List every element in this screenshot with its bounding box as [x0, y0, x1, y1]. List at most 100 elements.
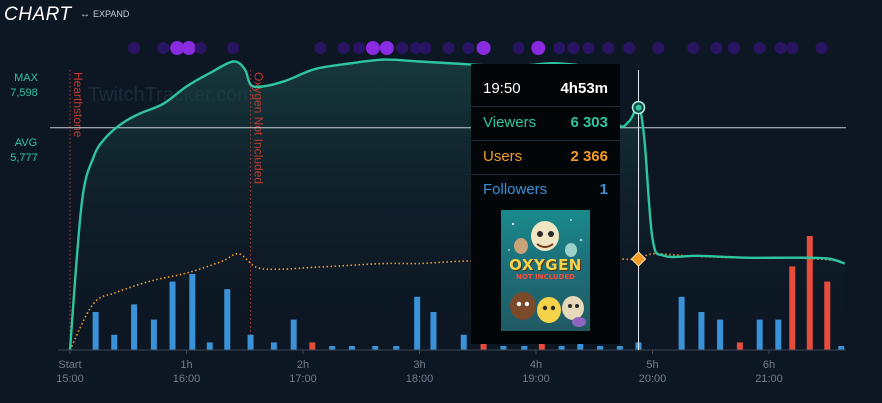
follower-bar	[775, 319, 782, 350]
x-time-tick: 21:00	[755, 373, 783, 385]
follower-bar	[838, 346, 845, 350]
follower-bar	[309, 342, 316, 350]
viewers-line	[68, 58, 846, 351]
x-time-tick: 20:00	[639, 373, 667, 385]
follower-bar	[558, 346, 565, 350]
follower-bar	[329, 346, 336, 350]
x-time-tick: 15:00	[56, 373, 84, 385]
tooltip-duration: 4h53m	[560, 80, 608, 97]
follower-bar	[597, 346, 604, 350]
follower-bar	[698, 312, 705, 350]
chat-activity-dot	[314, 42, 327, 54]
tooltip-followers-label: Followers	[483, 181, 548, 198]
follower-bar	[577, 342, 584, 350]
hover-tooltip: 19:50 4h53m Viewers 6 303 Users 2 366 Fo…	[471, 64, 620, 344]
chart-title: CHART	[4, 4, 72, 25]
chat-activity-dot	[623, 42, 636, 54]
chat-activity-dot	[194, 42, 207, 54]
max-value: 7,598	[10, 87, 38, 99]
x-duration-tick: 3h	[413, 359, 425, 371]
chat-activity-dot	[567, 42, 580, 54]
max-label: MAX	[14, 72, 39, 84]
avg-label: AVG	[15, 137, 37, 149]
chat-activity-dot	[531, 41, 546, 55]
follower-bar	[372, 346, 379, 350]
tooltip-followers-value: 1	[599, 181, 608, 198]
follower-bar	[224, 289, 231, 350]
x-duration-tick: 5h	[646, 359, 658, 371]
follower-bar	[736, 342, 743, 350]
horizontal-arrows-icon: ↔	[80, 9, 90, 20]
avg-value: 5,777	[10, 152, 38, 164]
chat-activity-dot	[815, 42, 828, 54]
x-duration-tick: Start	[58, 359, 81, 371]
chat-activity-dot	[476, 41, 491, 55]
follower-bar	[247, 334, 254, 350]
follower-bar	[756, 319, 763, 350]
follower-bar	[789, 266, 796, 350]
cover-title: OXYGEN	[509, 256, 582, 274]
tooltip-time-row: 19:50 4h53m	[483, 80, 608, 100]
follower-bar	[414, 296, 421, 350]
follower-bar	[460, 334, 467, 350]
chat-activity-dot	[462, 42, 475, 54]
tooltip-time: 19:50	[483, 80, 521, 97]
chat-activity-dot	[512, 42, 525, 54]
x-time-tick: 18:00	[406, 373, 434, 385]
x-time-tick: 19:00	[522, 373, 550, 385]
x-time-tick: 16:00	[173, 373, 201, 385]
hover-viewers-point-core	[635, 104, 642, 111]
cover-subtitle: NOT INCLUDED	[516, 273, 575, 281]
follower-bar	[430, 312, 437, 350]
chat-activity-dot	[227, 42, 240, 54]
chat-activity-dot	[181, 41, 196, 55]
chat-activity-dot	[753, 42, 766, 54]
hover-users-point	[630, 251, 647, 267]
chat-activity-dot	[410, 42, 423, 54]
chat-activity-dot	[337, 42, 350, 54]
follower-bar	[538, 342, 545, 350]
x-duration-tick: 6h	[763, 359, 775, 371]
x-duration-tick: 2h	[297, 359, 309, 371]
chat-activity-dot	[774, 42, 787, 54]
chat-activity-dot	[652, 42, 665, 54]
tooltip-divider	[471, 174, 620, 175]
follower-bar	[189, 274, 196, 350]
tooltip-followers-row: Followers 1	[483, 181, 608, 201]
x-duration-tick: 1h	[180, 359, 192, 371]
expand-label: EXPAND	[93, 9, 130, 19]
chat-activity-dot	[379, 41, 394, 55]
chat-activity-dot	[582, 42, 595, 54]
follower-bar	[717, 319, 724, 350]
follower-bar	[806, 236, 813, 350]
follower-bar	[678, 296, 685, 350]
chat-activity-dot	[710, 42, 723, 54]
chat-activity-dot	[157, 42, 170, 54]
follower-bar	[111, 334, 118, 350]
follower-bar	[348, 346, 355, 350]
follower-bar	[824, 281, 831, 350]
chat-activity-dot	[553, 42, 566, 54]
tooltip-users-label: Users	[483, 148, 523, 165]
chat-activity-dot	[128, 42, 141, 54]
tooltip-users-row: Users 2 366	[483, 148, 608, 168]
follower-bar	[206, 342, 213, 350]
follower-bar	[290, 319, 297, 350]
follower-bar	[500, 346, 507, 350]
tooltip-viewers-row: Viewers 6 303	[483, 114, 608, 134]
follower-bar	[393, 346, 400, 350]
expand-button[interactable]: ↔ EXPAND	[80, 9, 129, 20]
chat-activity-dot	[352, 42, 365, 54]
follower-bar	[92, 312, 99, 350]
tooltip-divider	[471, 140, 620, 141]
chat-activity-dot	[687, 42, 700, 54]
follower-bar	[480, 342, 487, 350]
game-cover-art	[508, 219, 586, 327]
game-marker-label: Hearthstone	[71, 72, 85, 138]
chat-activity-dot	[786, 42, 799, 54]
chat-activity-dot	[365, 41, 380, 55]
x-time-tick: 17:00	[289, 373, 317, 385]
tooltip-divider	[471, 106, 620, 107]
